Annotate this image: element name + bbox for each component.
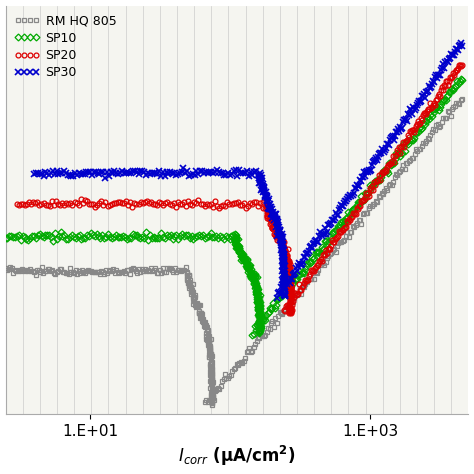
SP10 xyxy=(257,325,263,331)
SP10 xyxy=(3,235,9,241)
RM HQ 805 xyxy=(209,381,214,386)
SP10 xyxy=(237,250,243,255)
SP20 xyxy=(459,62,465,68)
SP30 xyxy=(459,43,465,48)
Legend: RM HQ 805, SP10, SP20, SP30: RM HQ 805, SP10, SP20, SP30 xyxy=(12,12,119,82)
SP10 xyxy=(311,255,317,261)
RM HQ 805 xyxy=(210,402,215,408)
SP20 xyxy=(289,310,294,316)
SP10 xyxy=(256,309,262,315)
SP30 xyxy=(281,282,287,288)
SP10 xyxy=(458,76,464,82)
SP30 xyxy=(415,100,420,106)
RM HQ 805 xyxy=(205,336,210,342)
SP30 xyxy=(281,271,287,277)
SP20 xyxy=(416,121,422,127)
SP30 xyxy=(458,40,464,46)
SP30 xyxy=(262,192,268,198)
SP30 xyxy=(329,217,335,222)
SP30 xyxy=(274,295,280,301)
RM HQ 805 xyxy=(209,397,214,402)
SP20 xyxy=(283,248,288,254)
Line: RM HQ 805: RM HQ 805 xyxy=(3,97,465,408)
RM HQ 805 xyxy=(189,287,195,292)
SP10 xyxy=(252,276,257,282)
Line: SP10: SP10 xyxy=(3,76,465,338)
RM HQ 805 xyxy=(397,168,403,173)
Line: SP20: SP20 xyxy=(14,62,465,315)
SP20 xyxy=(288,293,294,299)
SP20 xyxy=(14,201,19,207)
RM HQ 805 xyxy=(278,310,284,316)
SP10 xyxy=(459,77,465,82)
SP20 xyxy=(268,215,274,220)
SP20 xyxy=(289,302,295,308)
SP20 xyxy=(457,62,463,67)
X-axis label: $\mathbf{\mathit{I}}_{corr}$ $\mathbf{(\mu A/cm^2)}$: $\mathbf{\mathit{I}}_{corr}$ $\mathbf{(\… xyxy=(178,444,296,468)
SP10 xyxy=(409,137,415,143)
Line: SP30: SP30 xyxy=(31,40,465,301)
SP30 xyxy=(275,226,281,232)
RM HQ 805 xyxy=(3,265,9,271)
SP20 xyxy=(334,235,339,241)
RM HQ 805 xyxy=(459,97,465,102)
SP30 xyxy=(31,172,37,177)
SP10 xyxy=(250,333,255,338)
